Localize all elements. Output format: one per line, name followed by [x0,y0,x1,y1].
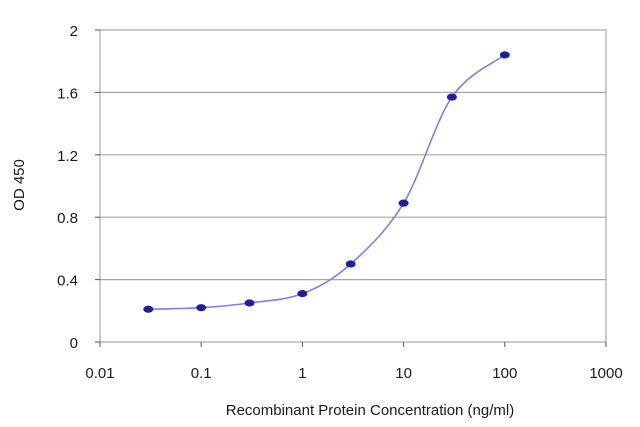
y-tick-label: 1.2 [57,148,78,165]
x-tick-label: 10 [395,365,412,382]
data-point [297,290,308,298]
y-tick-label: 0.4 [57,273,78,290]
plot-frame [99,29,607,343]
data-point [398,199,409,207]
y-axis-label: OD 450 [11,159,28,211]
data-point [345,260,356,268]
x-axis-label: Recombinant Protein Concentration (ng/ml… [226,402,514,419]
x-tick-label: 0.01 [85,365,114,382]
y-axis-ticks: 0 0.4 0.8 1.2 1.6 2 [57,23,100,352]
y-tick-label: 2 [70,23,78,40]
data-point [143,305,154,313]
data-point [446,93,457,101]
x-axis-ticks: 0.01 0.1 1 10 100 1000 [85,342,623,382]
x-tick-label: 100 [492,365,517,382]
series-line [148,54,506,311]
y-tick-label: 0.8 [57,210,78,227]
data-point [499,51,510,59]
data-point [244,299,255,307]
data-point [196,304,207,312]
x-tick-label: 1 [298,365,306,382]
grid-lines [100,91,606,281]
x-tick-label: 1000 [589,365,622,382]
x-tick-label: 0.1 [191,365,212,382]
series-layer [143,51,510,313]
y-tick-label: 1.6 [57,85,78,102]
y-tick-label: 0 [70,335,78,352]
